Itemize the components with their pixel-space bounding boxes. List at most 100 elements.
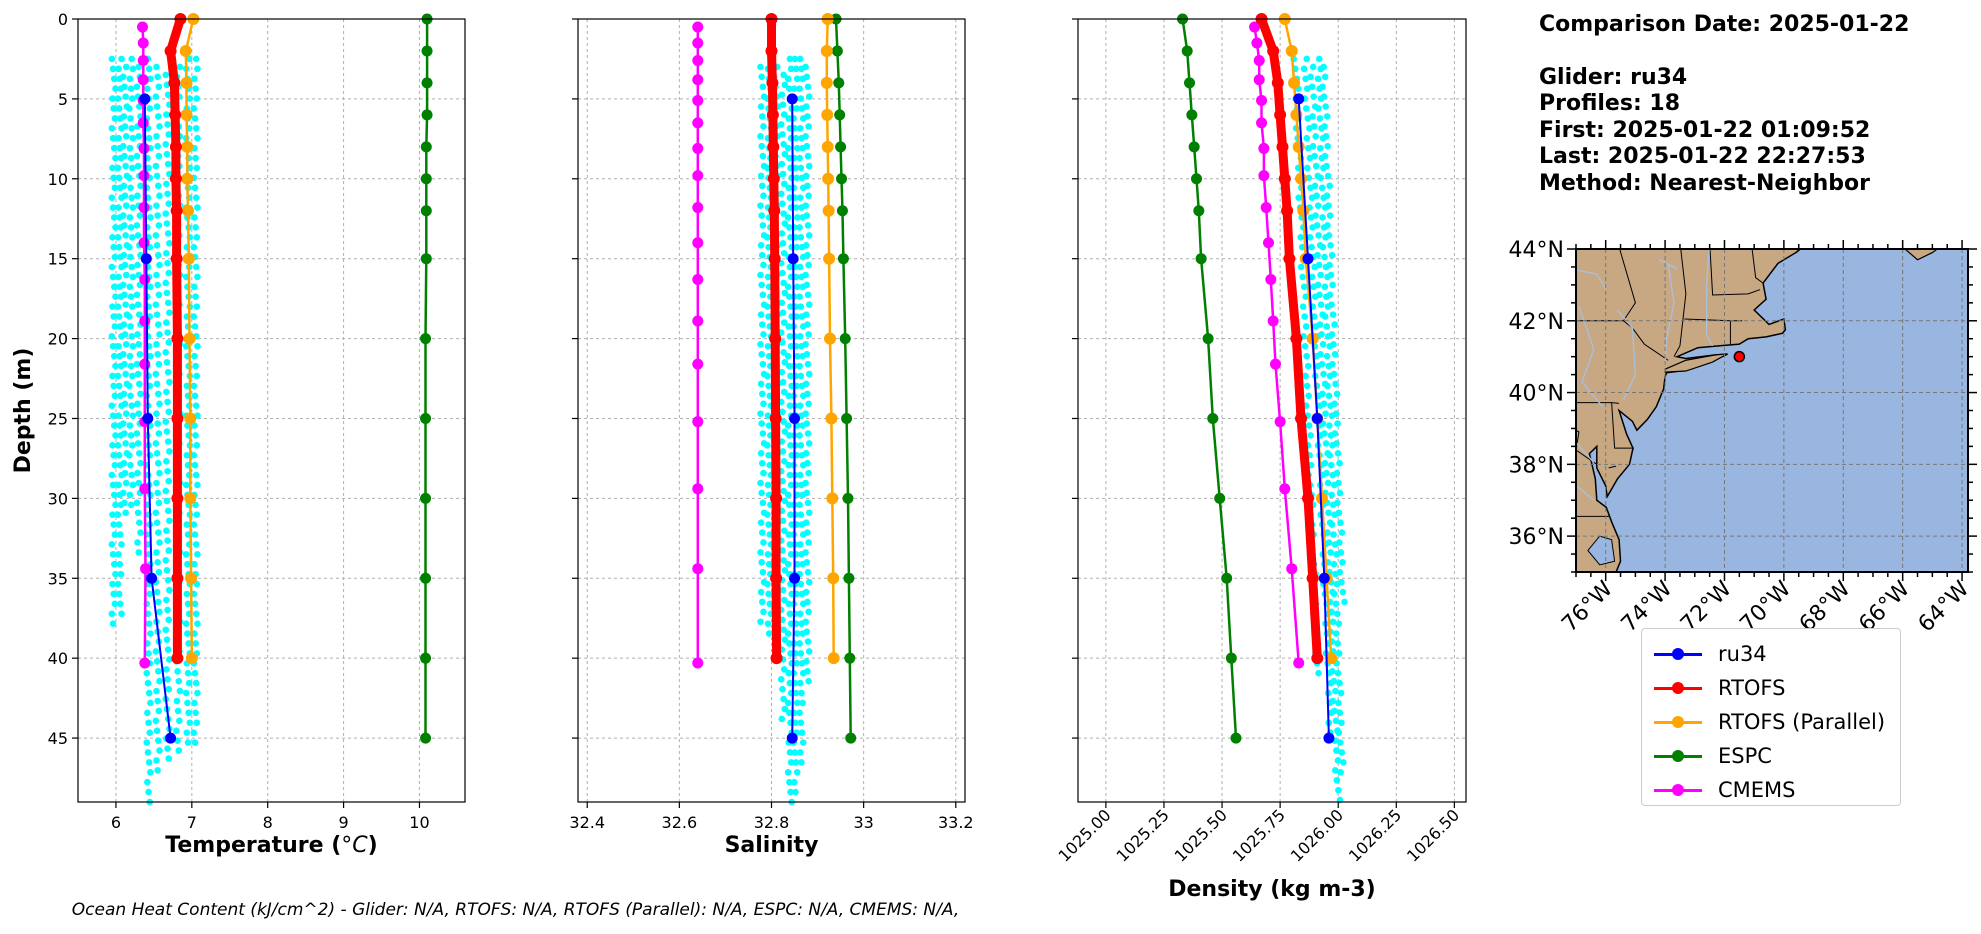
glider-point xyxy=(803,420,811,427)
glider-point xyxy=(757,380,765,388)
glider-point xyxy=(1332,630,1340,637)
glider-point xyxy=(786,293,793,301)
series-marker xyxy=(1281,204,1294,217)
series-marker xyxy=(185,652,198,665)
glider-point xyxy=(1318,360,1326,368)
glider-point xyxy=(152,717,160,725)
glider-point xyxy=(793,560,801,568)
glider-point xyxy=(1329,697,1337,705)
glider-point xyxy=(162,626,170,634)
glider-point xyxy=(1338,529,1346,536)
glider-point xyxy=(120,113,128,120)
map-lon-label: 64°W xyxy=(1914,576,1975,637)
glider-point xyxy=(117,531,124,538)
series-marker xyxy=(1256,117,1268,129)
series-marker xyxy=(1190,173,1202,185)
glider-point xyxy=(110,243,117,251)
series-marker xyxy=(171,572,184,585)
glider-point xyxy=(1327,271,1335,279)
glider-point xyxy=(126,382,133,390)
glider-point xyxy=(163,527,170,534)
glider-point xyxy=(191,352,198,360)
glider-point xyxy=(115,105,123,112)
series-marker xyxy=(169,172,182,185)
glider-point xyxy=(802,103,810,110)
x-tick-label: 1026.25 xyxy=(1345,805,1405,865)
glider-point xyxy=(792,788,799,796)
glider-point xyxy=(1331,430,1339,437)
legend-label: ru34 xyxy=(1718,642,1767,666)
legend-item-espc: ESPC xyxy=(1652,739,1890,773)
state-border xyxy=(1576,429,1598,465)
glider-point xyxy=(804,430,812,437)
glider-point xyxy=(166,378,173,386)
glider-point xyxy=(765,382,772,390)
glider-point xyxy=(802,588,810,596)
series-marker xyxy=(766,76,779,89)
series-marker xyxy=(165,732,177,744)
glider-point xyxy=(182,551,190,558)
glider-point xyxy=(1330,341,1337,348)
glider-point xyxy=(805,261,812,269)
series-marker xyxy=(420,205,432,217)
glider-point xyxy=(137,390,144,398)
series-marker xyxy=(692,237,704,249)
glider-point xyxy=(117,570,125,578)
glider-point xyxy=(122,370,129,378)
glider-point xyxy=(765,422,773,429)
glider-point xyxy=(1328,331,1336,338)
glider-point xyxy=(112,432,119,439)
glider-point xyxy=(182,481,190,489)
glider-point xyxy=(788,451,796,459)
glider-point xyxy=(115,521,123,528)
glider-point xyxy=(1335,699,1342,707)
glider-point xyxy=(192,709,199,717)
series-marker xyxy=(140,253,152,265)
series-marker xyxy=(769,412,782,425)
glider-point xyxy=(154,667,162,675)
glider-point xyxy=(780,249,788,257)
glider-point xyxy=(764,273,772,281)
glider-point xyxy=(1329,667,1336,675)
glider-point xyxy=(190,382,198,390)
glider-point xyxy=(1326,451,1334,459)
map-lat-label: 38°N xyxy=(1509,453,1564,478)
glider-point xyxy=(764,580,771,588)
glider-point xyxy=(1334,640,1341,647)
series-marker xyxy=(1318,572,1330,584)
glider-point xyxy=(136,350,144,358)
glider-point xyxy=(166,240,173,247)
glider-point xyxy=(163,319,170,326)
glider-point xyxy=(192,610,200,618)
glider-point xyxy=(110,451,117,459)
glider-point xyxy=(164,398,171,406)
glider-point xyxy=(759,499,767,507)
glider-point xyxy=(784,768,792,776)
glider-point xyxy=(804,499,812,507)
glider-point xyxy=(787,650,794,657)
glider-point xyxy=(120,182,128,190)
glider-point xyxy=(191,739,199,746)
glider-point xyxy=(1321,430,1328,437)
glider-point xyxy=(153,410,160,417)
glider-point xyxy=(785,669,793,677)
glider-point xyxy=(108,471,116,479)
glider-point xyxy=(152,440,160,447)
y-tick-label: 45 xyxy=(48,729,68,748)
series-marker xyxy=(692,142,704,154)
glider-point xyxy=(109,273,117,281)
series-marker xyxy=(1293,93,1305,105)
series-marker xyxy=(138,170,150,182)
glider-point xyxy=(1308,83,1316,91)
glider-point xyxy=(129,204,137,211)
glider-point xyxy=(135,63,143,71)
glider-point xyxy=(786,224,793,231)
series-marker xyxy=(767,172,780,185)
glider-point xyxy=(163,220,171,227)
series-marker xyxy=(770,492,783,505)
glider-point xyxy=(121,261,129,269)
glider-point xyxy=(786,432,793,439)
series-marker xyxy=(1271,76,1284,89)
glider-point xyxy=(153,757,160,764)
series-marker xyxy=(1263,237,1275,249)
